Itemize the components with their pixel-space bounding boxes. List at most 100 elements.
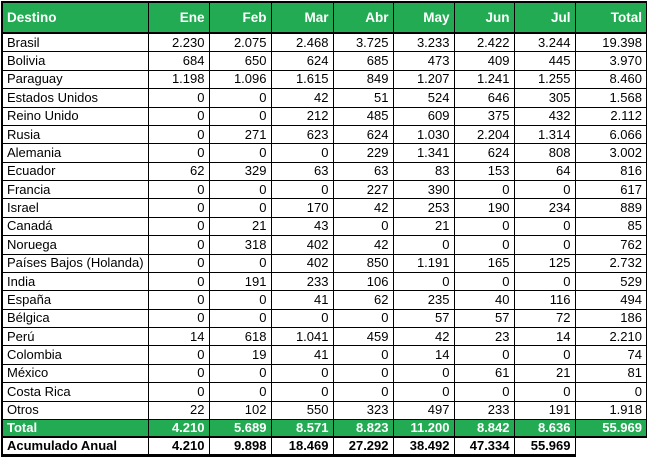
column-header-mar[interactable]: Mar [270,1,334,34]
value-cell[interactable]: 19 [208,345,272,365]
value-cell[interactable]: 0 [332,308,394,329]
value-cell[interactable]: 116 [513,290,576,310]
value-cell[interactable]: 1.191 [392,253,455,273]
value-cell[interactable]: 233 [270,271,334,292]
value-cell[interactable]: 0 [147,180,210,200]
value-cell[interactable]: 22 [147,400,210,421]
row-total-cell[interactable]: 816 [574,161,647,182]
destination-cell[interactable]: Colombia [1,345,149,365]
column-header-abr[interactable]: Abr [332,1,394,34]
value-cell[interactable]: 42 [392,327,455,347]
row-total-cell[interactable]: 6.066 [574,124,647,145]
value-cell[interactable]: 14 [513,327,576,347]
row-total-cell[interactable]: 8.460 [574,69,647,90]
empty-cell[interactable] [574,436,647,456]
value-cell[interactable]: 191 [208,271,272,292]
value-cell[interactable]: 318 [208,235,272,255]
value-cell[interactable]: 190 [453,198,515,218]
value-cell[interactable]: 0 [513,345,576,365]
column-header-may[interactable]: May [392,1,455,34]
value-cell[interactable]: 2.422 [453,32,515,53]
value-cell[interactable]: 0 [208,308,272,329]
row-total-cell[interactable]: 186 [574,308,647,329]
value-cell[interactable]: 1.041 [270,327,334,347]
destination-cell[interactable]: España [1,290,149,310]
value-cell[interactable]: 1.341 [392,143,455,163]
value-cell[interactable]: 42 [270,88,334,108]
destination-cell[interactable]: Ecuador [1,161,149,182]
destination-cell[interactable]: Paraguay [1,69,149,90]
value-cell[interactable]: 0 [270,308,334,329]
value-cell[interactable]: 0 [453,235,515,255]
value-cell[interactable]: 102 [208,400,272,421]
value-cell[interactable]: 0 [208,143,272,163]
accumulated-value-cell[interactable]: 18.469 [270,436,334,457]
destination-cell[interactable]: Bélgica [1,308,149,329]
value-cell[interactable]: 0 [147,271,210,292]
value-cell[interactable]: 3.725 [332,32,394,53]
value-cell[interactable]: 3.233 [392,32,455,53]
row-total-cell[interactable]: 762 [574,235,647,255]
value-cell[interactable]: 1.198 [147,69,210,90]
value-cell[interactable]: 2.204 [453,124,515,145]
value-cell[interactable]: 14 [392,345,455,365]
value-cell[interactable]: 0 [513,180,576,200]
column-header-feb[interactable]: Feb [208,1,272,34]
value-cell[interactable]: 0 [147,143,210,163]
total-label-cell[interactable]: Total [1,419,149,438]
column-header-jul[interactable]: Jul [513,1,576,34]
value-cell[interactable]: 0 [208,363,272,384]
value-cell[interactable]: 57 [453,308,515,329]
value-cell[interactable]: 165 [453,253,515,273]
value-cell[interactable]: 0 [147,235,210,255]
value-cell[interactable]: 1.207 [392,69,455,90]
value-cell[interactable]: 83 [392,161,455,182]
value-cell[interactable]: 0 [392,271,455,292]
value-cell[interactable]: 125 [513,253,576,273]
value-cell[interactable]: 0 [513,235,576,255]
value-cell[interactable]: 1.615 [270,69,334,90]
value-cell[interactable]: 0 [147,106,210,126]
value-cell[interactable]: 0 [147,345,210,365]
value-cell[interactable]: 0 [513,271,576,292]
row-total-cell[interactable]: 3.970 [574,51,647,71]
value-cell[interactable]: 170 [270,198,334,218]
value-cell[interactable]: 3.244 [513,32,576,53]
value-cell[interactable]: 375 [453,106,515,126]
row-total-cell[interactable]: 2.112 [574,106,647,126]
value-cell[interactable]: 0 [332,382,394,402]
value-cell[interactable]: 234 [513,198,576,218]
value-cell[interactable]: 623 [270,124,334,145]
value-cell[interactable]: 609 [392,106,455,126]
value-cell[interactable]: 0 [147,88,210,108]
value-cell[interactable]: 153 [453,161,515,182]
row-total-cell[interactable]: 85 [574,216,647,237]
destination-cell[interactable]: Otros [1,400,149,421]
value-cell[interactable]: 0 [147,198,210,218]
value-cell[interactable]: 624 [453,143,515,163]
value-cell[interactable]: 23 [453,327,515,347]
value-cell[interactable]: 409 [453,51,515,71]
column-header-ene[interactable]: Ene [147,1,210,34]
total-value-cell[interactable]: 5.689 [208,419,272,438]
value-cell[interactable]: 618 [208,327,272,347]
value-cell[interactable]: 323 [332,400,394,421]
total-value-cell[interactable]: 8.823 [332,419,394,438]
value-cell[interactable]: 62 [332,290,394,310]
value-cell[interactable]: 390 [392,180,455,200]
total-value-cell[interactable]: 11.200 [392,419,455,438]
value-cell[interactable]: 0 [147,308,210,329]
value-cell[interactable]: 0 [513,216,576,237]
value-cell[interactable]: 0 [270,180,334,200]
value-cell[interactable]: 21 [392,216,455,237]
destination-cell[interactable]: Israel [1,198,149,218]
value-cell[interactable]: 445 [513,51,576,71]
value-cell[interactable]: 2.468 [270,32,334,53]
value-cell[interactable]: 51 [332,88,394,108]
value-cell[interactable]: 684 [147,51,210,71]
total-value-cell[interactable]: 8.842 [453,419,515,438]
value-cell[interactable]: 524 [392,88,455,108]
accumulated-value-cell[interactable]: 47.334 [453,436,515,457]
destination-cell[interactable]: India [1,271,149,292]
value-cell[interactable]: 0 [208,198,272,218]
